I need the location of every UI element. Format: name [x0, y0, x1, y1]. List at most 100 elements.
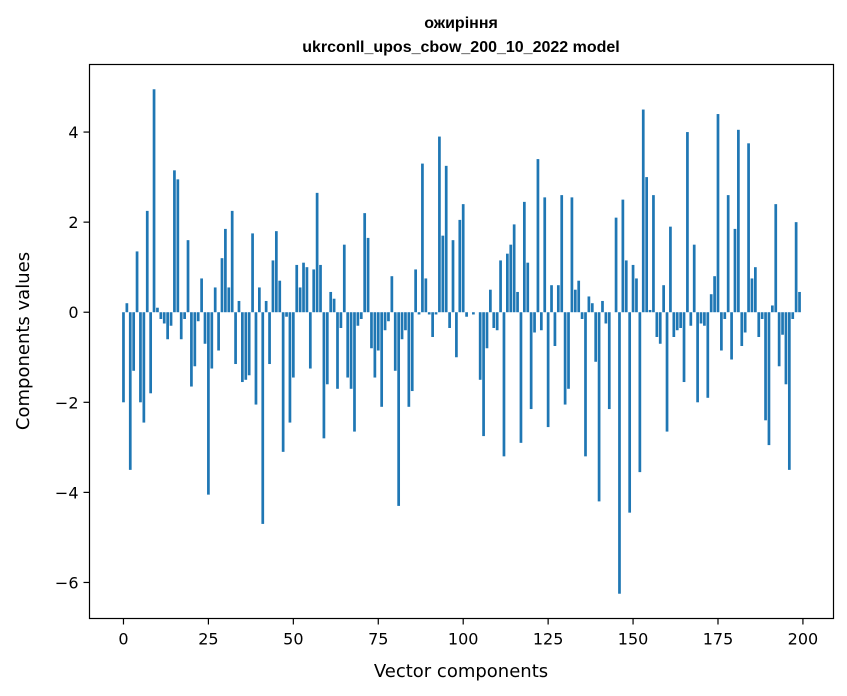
bar — [699, 312, 703, 324]
bar — [509, 244, 513, 313]
bar — [132, 312, 136, 371]
bar — [737, 129, 740, 313]
bar — [363, 213, 367, 313]
bar — [404, 312, 407, 331]
bar — [122, 312, 125, 403]
x-tick-label: 0 — [118, 630, 128, 649]
bar — [162, 312, 166, 324]
bar — [784, 312, 788, 385]
bar — [128, 312, 132, 470]
bar — [529, 312, 533, 410]
bar — [740, 312, 744, 347]
bar — [210, 312, 214, 369]
bar — [220, 258, 224, 313]
bar — [142, 312, 146, 423]
bar — [149, 312, 153, 394]
bar — [536, 159, 540, 313]
bar — [145, 210, 149, 313]
bar — [261, 312, 265, 524]
x-tick-label: 175 — [703, 630, 734, 649]
bar — [556, 285, 560, 313]
bar — [390, 276, 394, 313]
bar — [482, 312, 485, 437]
bar — [308, 312, 312, 369]
bar — [584, 312, 587, 457]
x-tick-label: 125 — [533, 630, 564, 649]
bar — [173, 170, 176, 313]
bar — [777, 312, 781, 367]
bars-group — [122, 89, 801, 594]
bar — [125, 303, 129, 313]
x-axis-label: Vector components — [374, 661, 548, 682]
x-tick-label: 25 — [198, 630, 218, 649]
bar — [770, 305, 774, 313]
bar — [757, 312, 761, 337]
bar — [638, 312, 642, 473]
bar — [519, 312, 523, 443]
bar — [183, 312, 186, 319]
bar — [787, 312, 791, 470]
y-tick-label: −6 — [55, 573, 79, 592]
bar — [580, 312, 584, 319]
bar — [349, 312, 353, 389]
bar — [465, 312, 468, 317]
bar — [553, 312, 557, 347]
bar — [193, 312, 197, 367]
bar — [594, 312, 598, 362]
bar — [577, 280, 581, 313]
bar — [254, 312, 258, 405]
bar — [723, 312, 727, 319]
x-axis: 0 25 50 75 100 125 150 175 200 — [118, 618, 818, 649]
bar — [264, 300, 268, 313]
x-tick-label: 100 — [448, 630, 479, 649]
bar — [213, 287, 217, 313]
bar — [186, 240, 190, 313]
bar — [754, 267, 757, 313]
bar — [716, 114, 720, 313]
bar — [325, 312, 329, 385]
bar — [726, 195, 730, 313]
bar — [156, 307, 159, 313]
bar — [689, 312, 693, 326]
bar — [393, 312, 397, 371]
bar — [791, 312, 795, 319]
bar — [604, 312, 608, 324]
bar — [720, 312, 723, 351]
bar — [431, 312, 434, 337]
bar — [230, 210, 234, 313]
bar — [560, 195, 564, 313]
bar — [648, 309, 652, 313]
bar — [709, 294, 713, 313]
bar — [781, 312, 784, 335]
y-tick-label: 4 — [68, 123, 78, 142]
bar — [258, 287, 261, 313]
bar — [590, 303, 594, 313]
bar — [512, 224, 516, 313]
chart-subtitle: ukrconll_upos_cbow_200_10_2022 model — [302, 39, 619, 56]
bar — [607, 312, 611, 410]
bar — [169, 312, 173, 326]
bar — [346, 312, 350, 378]
bar — [730, 312, 733, 360]
bar — [760, 312, 764, 319]
bar — [139, 312, 142, 403]
bar — [655, 312, 659, 337]
bar — [421, 163, 424, 313]
bar — [302, 262, 305, 313]
bar — [315, 192, 319, 313]
bar — [190, 312, 193, 387]
bar — [733, 228, 737, 313]
bar — [298, 287, 302, 313]
bar — [522, 201, 526, 313]
y-axis: −6 −4 −2 0 2 4 — [55, 123, 90, 592]
bar — [251, 233, 254, 313]
bar — [597, 312, 601, 502]
y-axis-label: Components values — [13, 252, 34, 430]
bar — [424, 278, 428, 313]
bar — [679, 312, 682, 328]
chart-title: ожиріння — [424, 15, 498, 32]
y-tick-label: 0 — [68, 303, 78, 322]
bar — [798, 291, 801, 313]
bar — [533, 312, 536, 333]
bar — [336, 312, 339, 389]
